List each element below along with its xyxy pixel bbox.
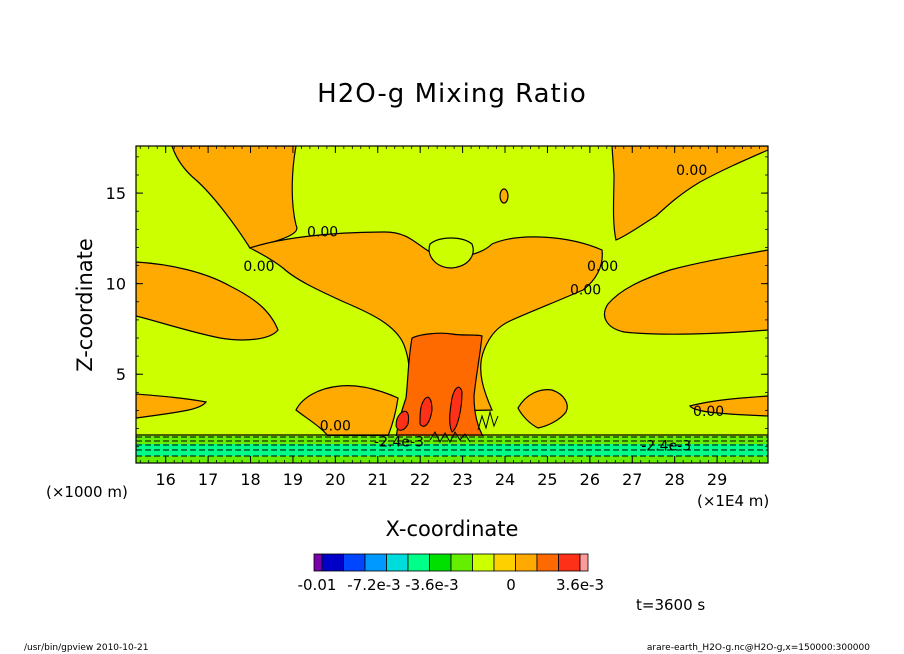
contour-hole-top bbox=[428, 237, 474, 269]
colorbar-swatch bbox=[429, 553, 452, 572]
x-tick-label: 22 bbox=[410, 470, 430, 489]
x-tick-label: 21 bbox=[368, 470, 388, 489]
x-tick-label: 27 bbox=[622, 470, 642, 489]
colorbar-swatch bbox=[493, 553, 516, 572]
y-axis-label: Z-coordinate bbox=[73, 238, 97, 372]
x-tick-label: 23 bbox=[452, 470, 472, 489]
colorbar-labels: -0.01 -7.2e-3 -3.6e-3 0 3.6e-3 bbox=[298, 576, 604, 594]
x-tick-label: 18 bbox=[240, 470, 260, 489]
contour-label: 0.00 bbox=[307, 225, 338, 241]
x-tick-label: 19 bbox=[283, 470, 303, 489]
contour-region-core bbox=[395, 332, 486, 439]
colorbar-tick-label: 0 bbox=[506, 576, 516, 594]
contour-region-lower-right bbox=[689, 395, 768, 417]
contour-region-central bbox=[248, 231, 603, 413]
colorbar-swatch bbox=[536, 553, 559, 572]
contour-region-right-mid bbox=[603, 249, 768, 335]
contour-label: 0.00 bbox=[676, 163, 707, 179]
x-tick-label: 17 bbox=[198, 470, 218, 489]
colorbar-swatch bbox=[515, 553, 538, 572]
x-tick-label: 16 bbox=[156, 470, 176, 489]
contour-cell-1 bbox=[449, 386, 463, 433]
contour-field: 0.00 0.00 0.00 0.00 0.00 0.00 0.00 -2.4e-3 -2.4e… bbox=[136, 146, 768, 463]
contour-wiggles bbox=[429, 410, 499, 444]
contour-label: -2.4e-3 bbox=[641, 438, 691, 454]
colorbar-swatch bbox=[450, 553, 473, 572]
contour-region-low-lumps-right bbox=[517, 389, 568, 429]
contour-label: 0.00 bbox=[243, 259, 274, 275]
colorbar-swatch bbox=[472, 553, 495, 572]
y-axis-ticks: 5 10 15 bbox=[106, 156, 768, 448]
colorbar-tick-label: -7.2e-3 bbox=[347, 576, 400, 594]
y-axis-unit: (×1000 m) bbox=[46, 483, 128, 501]
contour-label: 0.00 bbox=[693, 404, 724, 420]
colorbar-tick-label: -3.6e-3 bbox=[405, 576, 458, 594]
colorbar-swatch bbox=[558, 553, 581, 572]
time-annotation: t=3600 s bbox=[636, 596, 705, 614]
colorbar-tick-label: -0.01 bbox=[298, 576, 337, 594]
y-tick-label: 10 bbox=[106, 275, 126, 294]
x-tick-label: 20 bbox=[325, 470, 345, 489]
contour-cell-2 bbox=[419, 396, 433, 427]
footer-left: /usr/bin/gpview 2010-10-21 bbox=[24, 643, 148, 653]
y-tick-label: 5 bbox=[116, 365, 126, 384]
colorbar-swatch bbox=[386, 553, 409, 572]
contour-region-lower-left bbox=[136, 393, 208, 419]
contour-label: 0.00 bbox=[320, 418, 351, 434]
contour-cell-3 bbox=[395, 410, 410, 431]
colorbar bbox=[313, 553, 589, 572]
colorbar-tick-label: 3.6e-3 bbox=[556, 576, 604, 594]
x-tick-label: 25 bbox=[537, 470, 557, 489]
footer-right: arare-earth_H2O-g.nc@H2O-g,x=150000:3000… bbox=[647, 643, 870, 653]
contour-label: -2.4e-3 bbox=[374, 435, 424, 451]
y-tick-label: 15 bbox=[106, 184, 126, 203]
colorbar-swatch bbox=[313, 553, 323, 572]
colorbar-swatch bbox=[343, 553, 366, 572]
x-axis-ticks: 16 17 18 19 20 21 22 23 24 25 26 27 28 29 bbox=[139, 146, 769, 489]
colorbar-swatch bbox=[579, 553, 589, 572]
contour-label: 0.00 bbox=[570, 283, 601, 299]
x-tick-label: 26 bbox=[580, 470, 600, 489]
x-tick-label: 29 bbox=[707, 470, 727, 489]
colorbar-swatch bbox=[407, 553, 430, 572]
chart-title: H2O-g Mixing Ratio bbox=[317, 79, 587, 109]
colorbar-swatch bbox=[364, 553, 387, 572]
contour-label: 0.00 bbox=[587, 259, 618, 275]
ground-dashed-contours bbox=[136, 436, 768, 457]
contour-region-left-mid bbox=[136, 261, 279, 341]
contour-region-upper-right bbox=[611, 146, 768, 241]
contour-blob-small bbox=[499, 188, 509, 204]
x-tick-label: 28 bbox=[665, 470, 685, 489]
plot-frame bbox=[135, 145, 769, 464]
colorbar-swatch bbox=[321, 553, 344, 572]
x-axis-label: X-coordinate bbox=[386, 517, 519, 541]
contour-labels: 0.00 0.00 0.00 0.00 0.00 0.00 0.00 -2.4e-3 -2.4e… bbox=[243, 163, 724, 454]
x-tick-label: 24 bbox=[495, 470, 515, 489]
x-axis-unit: (×1E4 m) bbox=[697, 492, 769, 510]
contour-region-low-lumps-left bbox=[295, 385, 399, 437]
